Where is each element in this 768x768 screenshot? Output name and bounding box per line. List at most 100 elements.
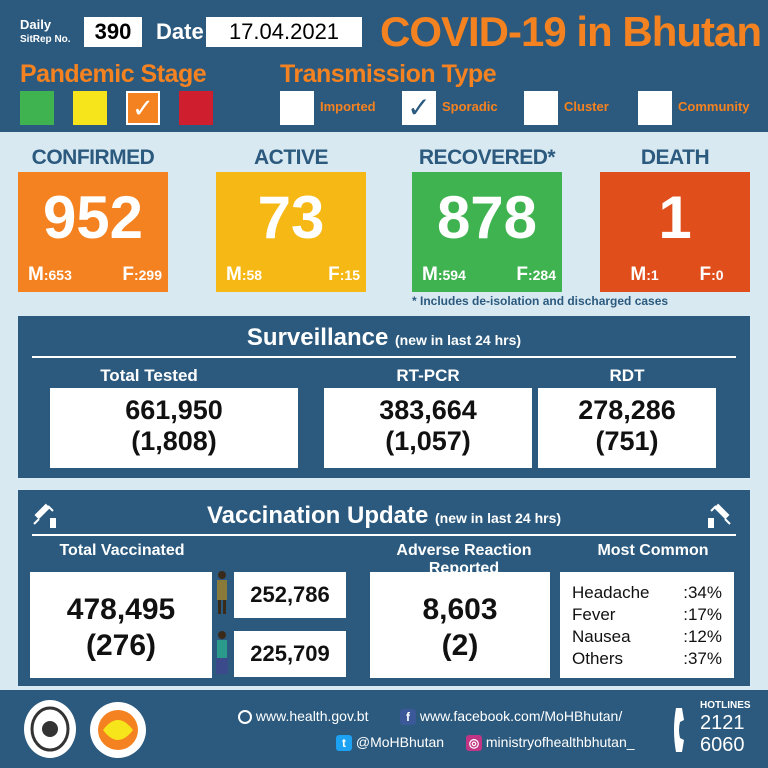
divider — [32, 534, 736, 536]
recovered-card: 878 M:594 F:284 — [412, 172, 562, 292]
male-label: M — [226, 264, 242, 285]
checkbox-imported — [280, 91, 314, 125]
confirmed-title: CONFIRMED — [31, 146, 155, 169]
death-male: :1 — [646, 267, 659, 283]
total-vaccinated-new: (276) — [85, 629, 157, 662]
confirmed-female: :299 — [133, 267, 162, 283]
adverse-box: 8,603 (2) — [370, 572, 550, 678]
twitter-link[interactable]: t @MoHBhutan — [336, 734, 444, 752]
page-title: COVID-19 in Bhutan — [380, 8, 762, 55]
date-label: Date — [156, 19, 204, 44]
reaction-name: Others — [572, 649, 624, 668]
reaction-name: Headache — [572, 583, 650, 602]
syringe-icon — [708, 503, 731, 528]
reaction-pct: :12% — [683, 627, 722, 646]
surveillance-heading: Surveillance — [246, 324, 389, 351]
vaccination-title: Vaccination Update (new in last 24 hrs) — [18, 502, 750, 530]
total-tested-box: 661,950 (1,808) — [50, 388, 298, 468]
rtpcr-new: (1,057) — [385, 426, 471, 456]
facebook-text: www.facebook.com/MoHBhutan/ — [419, 708, 623, 724]
female-label: F — [516, 264, 528, 285]
reaction-name: Fever — [572, 605, 616, 624]
recovered-male: :594 — [437, 267, 466, 283]
stage-red — [179, 91, 213, 125]
rdt-box: 278,286 (751) — [538, 388, 716, 468]
sporadic-label: Sporadic — [442, 99, 498, 114]
facebook-icon: f — [400, 709, 416, 726]
sitrep-number: 390 — [84, 17, 142, 47]
active-card: 73 M:58 F:15 — [216, 172, 366, 292]
hotlines-label: HOTLINES — [700, 700, 751, 711]
female-label: F — [122, 264, 134, 285]
stage-yellow — [73, 91, 107, 125]
recovered-female: :284 — [527, 267, 556, 283]
imported-label: Imported — [320, 99, 376, 114]
active-value: 73 — [257, 184, 325, 251]
total-tested-value: 661,950 — [125, 395, 223, 425]
transmission-type-label: Transmission Type — [280, 60, 497, 88]
pandemic-stage-label: Pandemic Stage — [20, 60, 207, 88]
reaction-name: Nausea — [572, 627, 631, 646]
surveillance-panel: Surveillance (new in last 24 hrs) Total … — [18, 316, 750, 478]
reaction-pct: :34% — [683, 583, 722, 602]
total-tested-new: (1,808) — [131, 426, 217, 456]
emblem-logo — [24, 700, 76, 758]
death-card: 1 M:1 F:0 — [600, 172, 750, 292]
active-female: :15 — [339, 267, 360, 283]
female-vaccinated: 225,709 — [234, 631, 346, 677]
instagram-icon: ◎ — [466, 735, 482, 752]
vaccination-heading: Vaccination Update — [206, 502, 429, 529]
website-text: www.health.gov.bt — [255, 708, 369, 724]
date-value: 17.04.2021 — [206, 17, 362, 47]
twitter-icon: t — [336, 735, 352, 752]
instagram-link[interactable]: ◎ ministryofhealthbhutan_ — [466, 734, 635, 752]
phone-icon — [674, 708, 684, 752]
adverse-new: (2) — [441, 629, 479, 662]
website-link[interactable]: www.health.gov.bt — [238, 708, 369, 725]
checkbox-community — [638, 91, 672, 125]
adverse-value: 8,603 — [422, 593, 498, 626]
total-vaccinated-box: 478,495 (276) — [30, 572, 212, 678]
hotline-1[interactable]: 2121 — [700, 712, 745, 734]
reaction-pct: :17% — [683, 605, 722, 624]
community-label: Community — [678, 99, 750, 114]
header-bar: Daily SitRep No. 390 Date 17.04.2021 COV… — [0, 0, 768, 132]
most-common-row: Headache :34% — [572, 582, 722, 604]
most-common-row: Others :37% — [572, 648, 722, 670]
most-common-box: Headache :34% Fever :17% Nausea :12% Others… — [560, 572, 734, 678]
rdt-label: RDT — [609, 366, 645, 385]
total-vaccinated-value: 478,495 — [66, 593, 176, 626]
female-label: F — [328, 264, 340, 285]
active-male: :58 — [241, 267, 263, 283]
facebook-link[interactable]: f www.facebook.com/MoHBhutan/ — [400, 708, 623, 726]
sitrep-label: SitRep No. — [20, 34, 71, 45]
recovered-title: RECOVERED* — [418, 146, 556, 169]
syringe-icon — [33, 503, 56, 528]
recovered-footnote: * Includes de-isolation and discharged c… — [412, 294, 669, 308]
surveillance-subtitle: (new in last 24 hrs) — [395, 332, 522, 348]
vaccination-subtitle: (new in last 24 hrs) — [435, 510, 562, 526]
most-common-label: Most Common — [597, 542, 709, 559]
death-value: 1 — [658, 184, 692, 251]
hotline-2[interactable]: 6060 — [700, 734, 745, 756]
confirmed-card: 952 M:653 F:299 — [18, 172, 168, 292]
confirmed-male: :653 — [43, 267, 72, 283]
male-label: M — [630, 264, 647, 285]
male-vaccinated: 252,786 — [234, 572, 346, 618]
death-title: DEATH — [640, 146, 710, 169]
death-gender: M:1 F:0 — [610, 264, 744, 286]
active-gender: M:58 F:15 — [226, 264, 360, 286]
most-common-row: Nausea :12% — [572, 626, 722, 648]
reaction-pct: :37% — [683, 649, 722, 668]
female-figure-icon — [216, 631, 228, 674]
confirmed-gender: M:653 F:299 — [28, 264, 162, 286]
cluster-label: Cluster — [564, 99, 609, 114]
total-tested-label: Total Tested — [100, 366, 198, 385]
recovered-value: 878 — [436, 184, 538, 251]
rtpcr-value: 383,664 — [379, 395, 477, 425]
instagram-text: ministryofhealthbhutan_ — [485, 734, 635, 750]
footer-bar: www.health.gov.bt f www.facebook.com/MoH… — [0, 690, 768, 768]
checkbox-sporadic: ✓ — [402, 91, 436, 125]
vaccination-panel: Vaccination Update (new in last 24 hrs) … — [18, 490, 750, 686]
death-female: :0 — [711, 267, 724, 283]
